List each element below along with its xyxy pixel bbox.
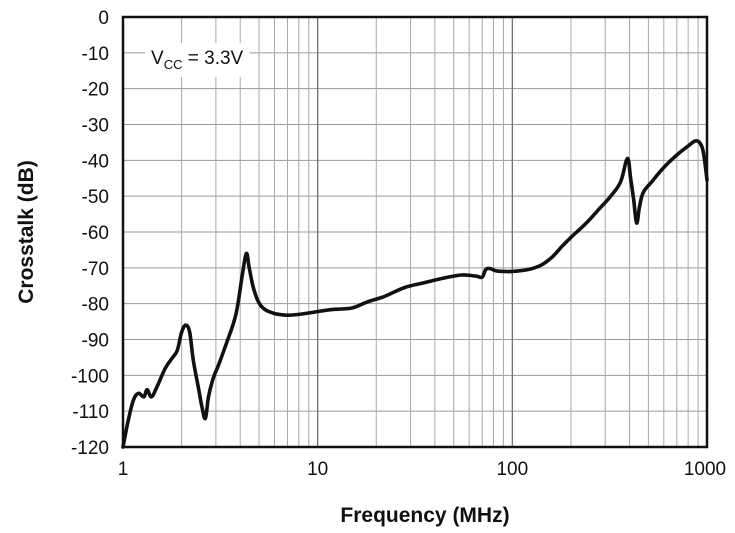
y-tick-label: -60 (82, 223, 109, 244)
y-tick-label: -10 (82, 44, 109, 65)
curve-layer (121, 139, 709, 449)
y-tick-label: -80 (82, 295, 109, 316)
y-tick-label: -20 (82, 80, 109, 101)
annotation-main: V (151, 48, 164, 69)
x-tick-label: 100 (496, 459, 528, 480)
y-tick-label: -40 (82, 151, 109, 172)
plot-frame (121, 15, 709, 449)
crosstalk-curve-0 (121, 139, 709, 449)
y-tick-labels: 0 -10 -20 -30 -40 -50 -60 -70 -80 -90 -100 -110 -120 (71, 8, 109, 459)
x-tick-label: 10 (307, 459, 328, 480)
y-tick-label: -120 (71, 438, 109, 459)
x-tick-label: 1000 (684, 459, 726, 480)
y-axis-title: Crosstalk (dB) (15, 160, 38, 304)
annotation-layer: VCC = 3.3V (145, 43, 250, 77)
grid (123, 17, 707, 447)
x-tick-label: 1 (118, 459, 129, 480)
y-tick-label: -70 (82, 259, 109, 280)
vcc-annotation: VCC = 3.3V (151, 48, 244, 72)
annotation-subscript: CC (164, 57, 183, 72)
y-tick-label: -30 (82, 116, 109, 137)
y-tick-label: -110 (72, 402, 109, 423)
y-tick-label: -90 (82, 331, 109, 352)
annotation-value: = 3.3V (182, 48, 243, 69)
y-tick-label: 0 (98, 8, 109, 29)
annotation-background (145, 43, 250, 77)
y-tick-label: -50 (82, 187, 109, 208)
y-tick-label: -100 (71, 366, 109, 387)
x-tick-labels: 1 10 100 1000 (118, 459, 726, 480)
x-axis-title: Frequency (MHz) (340, 504, 509, 527)
